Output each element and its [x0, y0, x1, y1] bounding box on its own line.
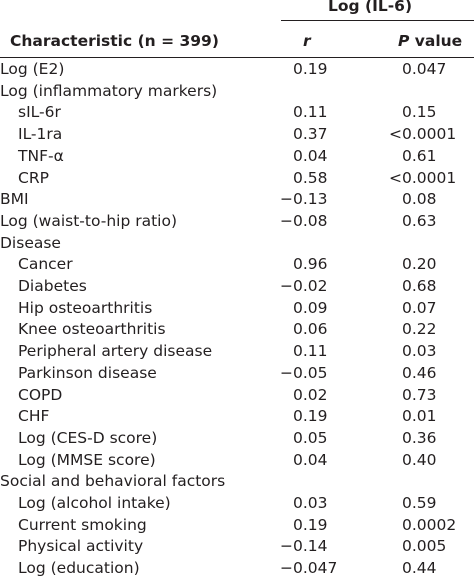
row-label: Disease	[0, 233, 61, 252]
table-row: sIL-6r 0.11 0.15	[0, 101, 474, 123]
table-row: Log (inflammatory markers)	[0, 80, 474, 102]
r-value: 0.04	[293, 450, 328, 469]
p-value: 0.01	[402, 407, 437, 426]
p-label-italic: P	[398, 32, 410, 50]
table-row: Log (E2) 0.19 0.047	[0, 58, 474, 80]
row-label: Knee osteoarthritis	[18, 320, 166, 339]
p-value: 0.22	[402, 320, 437, 339]
row-label: CHF	[18, 407, 50, 426]
p-value: 0.68	[402, 277, 437, 295]
p-value: 0.20	[402, 255, 437, 274]
r-value: 0.03	[293, 494, 328, 512]
row-label: CRP	[18, 168, 49, 187]
column-group-header: Log (IL-6)	[328, 0, 413, 15]
table-row: IL-1ra 0.37 <0.0001	[0, 123, 474, 145]
table-row: Log (MMSE score) 0.04 0.40	[0, 449, 474, 471]
r-value: 0.05	[293, 428, 328, 447]
table-row: Diabetes −0.02 0.68	[0, 275, 474, 297]
table-row: Log (alcohol intake) 0.03 0.59	[0, 492, 474, 514]
table-row: Log (CES-D score) 0.05 0.36	[0, 427, 474, 449]
row-label: Hip osteoarthritis	[18, 298, 153, 317]
r-value: −0.13	[280, 190, 328, 209]
table-row: Cancer 0.96 0.20	[0, 253, 474, 275]
table-row: Log (waist-to-hip ratio) −0.08 0.63	[0, 210, 474, 232]
r-value: 0.11	[293, 342, 328, 361]
row-label: IL-1ra	[18, 125, 63, 144]
characteristic-header: Characteristic (n = 399)	[10, 32, 219, 50]
r-value: 0.19	[293, 515, 328, 534]
row-label: Log (CES-D score)	[18, 428, 158, 447]
table-row: Hip osteoarthritis 0.09 0.07	[0, 297, 474, 319]
r-value: 0.96	[293, 255, 328, 274]
table-row: CHF 0.19 0.01	[0, 405, 474, 427]
table-row: TNF-α 0.04 0.61	[0, 145, 474, 167]
row-label: Physical activity	[18, 537, 144, 556]
r-value: −0.047	[280, 559, 338, 578]
row-label: TNF-α	[18, 146, 64, 165]
p-value: 0.047	[402, 60, 447, 78]
table-row: Social and behavioral factors	[0, 470, 474, 492]
row-label: Cancer	[18, 255, 73, 274]
p-value: <0.0001	[389, 168, 457, 187]
r-value: 0.19	[293, 407, 328, 426]
table-row: Peripheral artery disease 0.11 0.03	[0, 340, 474, 362]
table-row: Log (education) −0.047 0.44	[0, 557, 474, 579]
p-value: 0.73	[402, 385, 437, 404]
r-value: 0.11	[293, 103, 328, 122]
r-value: 0.19	[293, 60, 328, 78]
r-value: 0.02	[293, 385, 328, 404]
r-value: −0.08	[280, 211, 328, 230]
r-value: −0.02	[280, 277, 328, 295]
p-value: 0.46	[402, 363, 437, 382]
row-label: Log (inflammatory markers)	[0, 81, 218, 100]
p-value: 0.005	[402, 537, 447, 556]
p-value: 0.15	[402, 103, 437, 122]
row-label: Log (waist-to-hip ratio)	[0, 211, 178, 230]
p-value: <0.0001	[389, 125, 457, 144]
row-label: sIL-6r	[18, 103, 61, 122]
r-value: −0.05	[280, 363, 328, 382]
p-value: 0.07	[402, 298, 437, 317]
p-value: 0.03	[402, 342, 437, 361]
r-value: 0.37	[293, 125, 328, 144]
table-row: CRP 0.58 <0.0001	[0, 167, 474, 189]
row-label: Peripheral artery disease	[18, 342, 213, 361]
row-label: COPD	[18, 385, 63, 404]
table-row: BMI −0.13 0.08	[0, 188, 474, 210]
row-label: Current smoking	[18, 515, 147, 534]
r-column-header: r	[303, 32, 311, 50]
p-value: 0.40	[402, 450, 437, 469]
r-value: 0.09	[293, 298, 328, 317]
p-value: 0.44	[402, 559, 437, 578]
p-value: 0.63	[402, 211, 437, 230]
table-row: Current smoking 0.19 0.0002	[0, 514, 474, 536]
row-label: BMI	[0, 190, 29, 209]
row-label: Log (education)	[18, 559, 140, 578]
p-value: 0.59	[402, 494, 437, 512]
p-value: 0.61	[402, 146, 437, 165]
r-value: 0.04	[293, 146, 328, 165]
row-label: Social and behavioral factors	[0, 472, 226, 491]
r-value: −0.14	[280, 537, 328, 556]
row-label: Diabetes	[18, 277, 87, 295]
row-label: Log (MMSE score)	[18, 450, 156, 469]
r-value: 0.58	[293, 168, 328, 187]
p-value: 0.36	[402, 428, 437, 447]
p-value: 0.0002	[402, 515, 457, 534]
row-label: Log (E2)	[0, 60, 65, 78]
row-label: Parkinson disease	[18, 363, 157, 382]
header-group-rule	[281, 20, 474, 21]
table-row: Physical activity −0.14 0.005	[0, 535, 474, 557]
table-row: COPD 0.02 0.73	[0, 384, 474, 406]
table-row: Disease	[0, 232, 474, 254]
header-bottom-rule	[0, 57, 474, 58]
table-row: Parkinson disease −0.05 0.46	[0, 362, 474, 384]
row-label: Log (alcohol intake)	[18, 494, 171, 512]
p-value-column-header: P value	[398, 30, 462, 52]
p-value: 0.08	[402, 190, 437, 209]
r-value: 0.06	[293, 320, 328, 339]
table-row: Knee osteoarthritis 0.06 0.22	[0, 318, 474, 340]
p-label-rest: value	[409, 32, 463, 50]
